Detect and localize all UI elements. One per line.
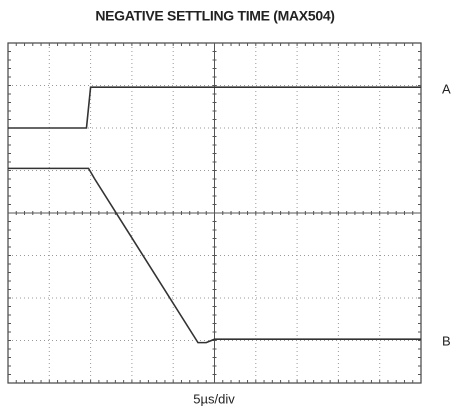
trace-label: A xyxy=(442,82,451,97)
x-axis-label: 5µs/div xyxy=(193,391,235,406)
trace xyxy=(8,167,421,344)
trace xyxy=(8,86,421,129)
trace-label: B xyxy=(442,334,451,349)
chart-title: NEGATIVE SETTLING TIME (MAX504) xyxy=(95,8,334,24)
